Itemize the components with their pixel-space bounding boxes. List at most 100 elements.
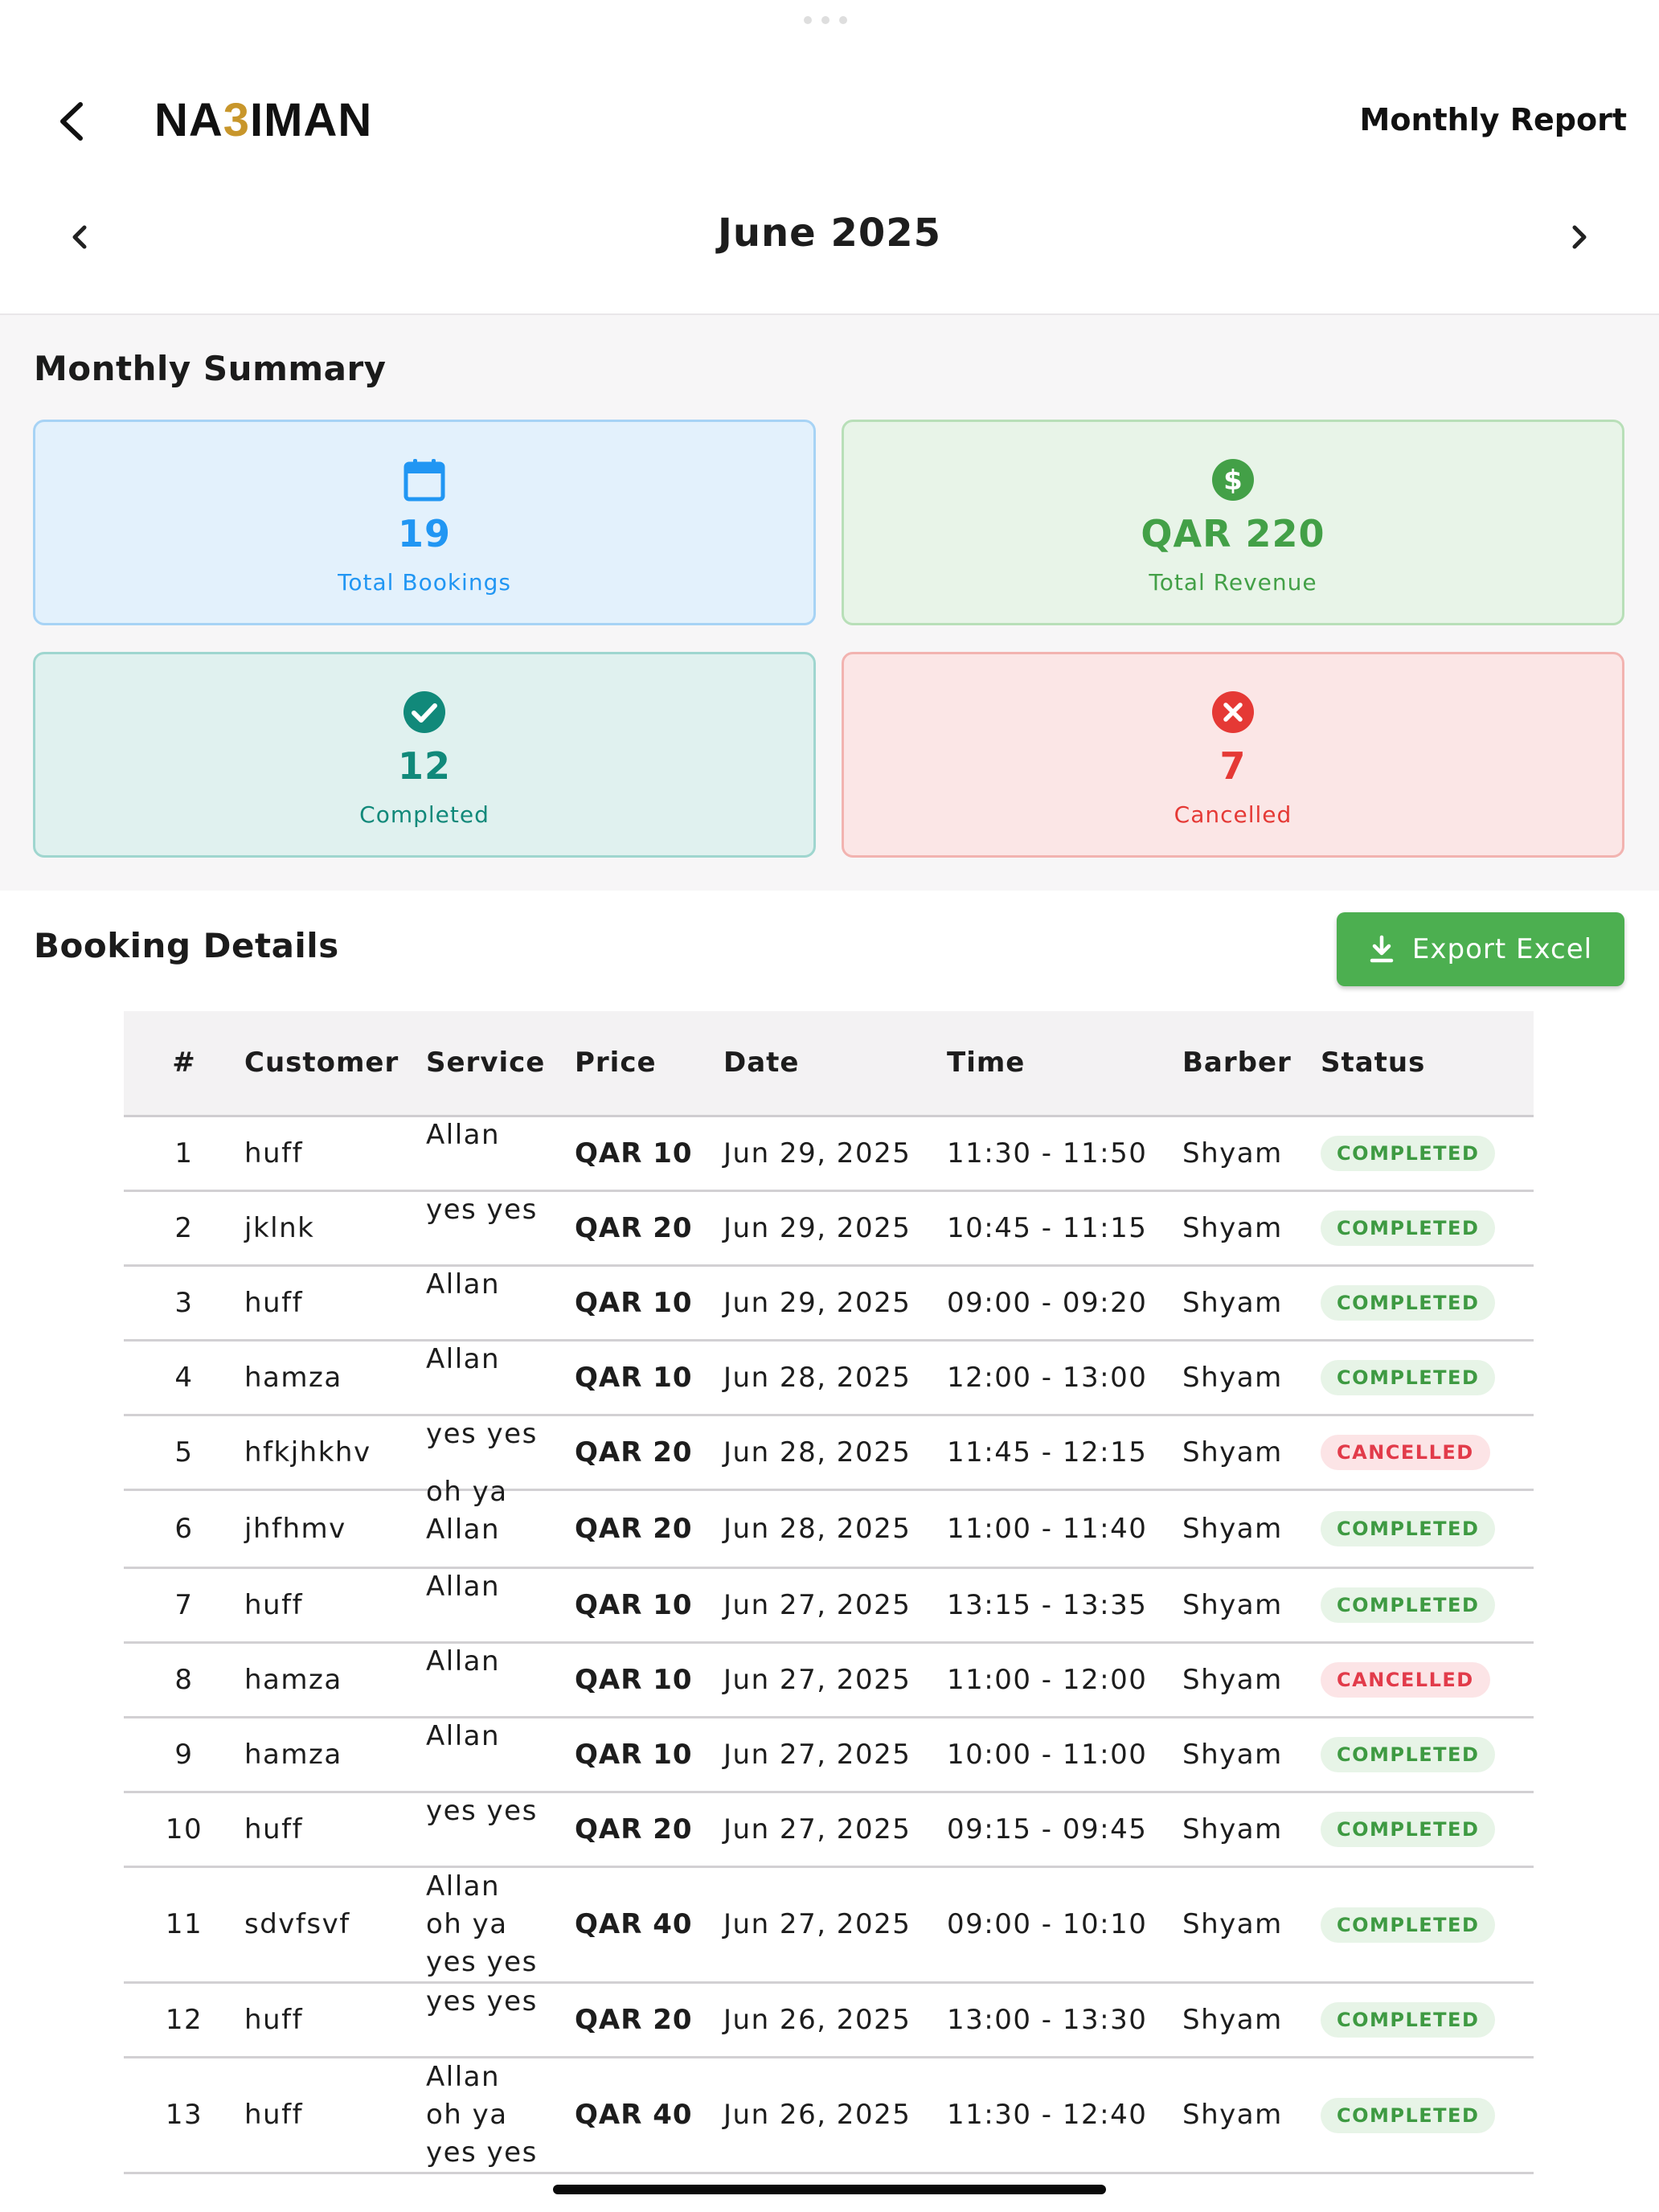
back-arrow-icon <box>60 102 83 141</box>
status-cell: COMPLETED <box>1321 1116 1534 1192</box>
service-name: yes yes <box>426 1985 538 2017</box>
table-header-row: # Customer Service Price Date Time Barbe… <box>124 1011 1534 1116</box>
column-header: # <box>172 1047 196 1079</box>
app-bar: NA3IMAN Monthly Report <box>0 80 1659 161</box>
service-name: Allan <box>426 1571 501 1603</box>
service-cell: oh ya Allan <box>426 1476 575 1569</box>
svg-text:$: $ <box>1223 465 1243 497</box>
status-badge: CANCELLED <box>1321 1435 1490 1470</box>
total-revenue-label: Total Revenue <box>1149 569 1317 596</box>
service-name: yes yes <box>426 2136 538 2169</box>
customer-cell: huff <box>244 1567 426 1644</box>
status-cell: COMPLETED <box>1321 1190 1534 1267</box>
row-number: 11 <box>124 1866 244 1984</box>
service-name: Allan <box>426 1343 501 1375</box>
barber-cell: Shyam <box>1182 1265 1321 1342</box>
month-label: June 2025 <box>717 211 942 256</box>
row-number: 5 <box>124 1415 244 1491</box>
dollar-circle-icon: $ <box>1212 459 1254 501</box>
date-cell: Jun 27, 2025 <box>723 1792 947 1868</box>
status-badge: COMPLETED <box>1321 1136 1496 1171</box>
multitask-dots[interactable] <box>804 16 847 24</box>
cancelled-card: 7 Cancelled <box>842 652 1624 858</box>
price-cell: QAR 40 <box>575 2057 723 2174</box>
service-cell: Allan <box>426 1265 575 1342</box>
price-cell: QAR 20 <box>575 1982 723 2058</box>
previous-month-button[interactable] <box>52 209 109 265</box>
row-number: 3 <box>124 1265 244 1342</box>
service-cell: Allan <box>426 1567 575 1644</box>
barber-cell: Shyam <box>1182 1567 1321 1644</box>
price-cell: QAR 10 <box>575 1340 723 1416</box>
table-row: 9 hamza Allan QAR 10 Jun 27, 2025 10:00 - 11:… <box>124 1717 1534 1793</box>
back-button[interactable] <box>44 93 100 150</box>
service-name: Allan <box>426 1119 501 1151</box>
price-cell: QAR 40 <box>575 1866 723 1984</box>
barber-cell: Shyam <box>1182 1642 1321 1718</box>
completed-label: Completed <box>359 801 490 828</box>
date-cell: Jun 28, 2025 <box>723 1340 947 1416</box>
bookings-table: # Customer Service Price Date Time Barbe… <box>124 1011 1534 2174</box>
row-number: 8 <box>124 1642 244 1718</box>
row-number: 10 <box>124 1792 244 1868</box>
table-row: 5 hfkjhkhv yes yes QAR 20 Jun 28, 2025 11:45 … <box>124 1415 1534 1491</box>
barber-cell: Shyam <box>1182 1717 1321 1793</box>
status-cell: COMPLETED <box>1321 1340 1534 1416</box>
status-badge: COMPLETED <box>1321 1907 1496 1943</box>
barber-cell: Shyam <box>1182 1190 1321 1267</box>
bookings-table-container[interactable]: # Customer Service Price Date Time Barbe… <box>124 1011 1534 2174</box>
time-cell: 09:15 - 09:45 <box>947 1792 1182 1868</box>
row-number: 2 <box>124 1190 244 1267</box>
customer-cell: hamza <box>244 1340 426 1416</box>
barber-cell: Shyam <box>1182 1982 1321 2058</box>
price-cell: QAR 10 <box>575 1642 723 1718</box>
completed-card: 12 Completed <box>33 652 816 858</box>
price-cell: QAR 20 <box>575 1792 723 1868</box>
status-cell: COMPLETED <box>1321 1567 1534 1644</box>
barber-cell: Shyam <box>1182 1116 1321 1192</box>
service-name: yes yes <box>426 1194 538 1226</box>
status-cell: COMPLETED <box>1321 1792 1534 1868</box>
barber-cell: Shyam <box>1182 1489 1321 1569</box>
service-name: Allan <box>426 1720 501 1752</box>
export-excel-button[interactable]: Export Excel <box>1337 912 1624 986</box>
service-cell: yes yes <box>426 1415 575 1491</box>
price-cell: QAR 10 <box>575 1116 723 1192</box>
chevron-left-icon <box>72 225 87 249</box>
date-cell: Jun 29, 2025 <box>723 1190 947 1267</box>
next-month-button[interactable] <box>1550 209 1607 265</box>
price-cell: QAR 20 <box>575 1489 723 1569</box>
completed-value: 12 <box>397 744 451 788</box>
status-cell: COMPLETED <box>1321 2057 1534 2174</box>
price-cell: QAR 10 <box>575 1717 723 1793</box>
column-header: Service <box>426 1047 546 1079</box>
total-revenue-value: QAR 220 <box>1141 512 1325 555</box>
time-cell: 11:00 - 12:00 <box>947 1642 1182 1718</box>
check-circle-icon <box>403 691 445 733</box>
table-row: 6 jhfhmv oh ya Allan QAR 20 Jun 28, 2025 11:00… <box>124 1476 1534 1569</box>
table-row: 2 jklnk yes yes QAR 20 Jun 29, 2025 10:45 - 1… <box>124 1190 1534 1267</box>
time-cell: 09:00 - 10:10 <box>947 1866 1182 1984</box>
service-name: yes yes <box>426 1945 538 1978</box>
table-row: 1 huff Allan QAR 10 Jun 29, 2025 11:30 - 11:5… <box>124 1116 1534 1192</box>
brand-logo: NA3IMAN <box>154 94 373 146</box>
row-number: 4 <box>124 1340 244 1416</box>
download-icon <box>1370 935 1394 963</box>
time-cell: 10:45 - 11:15 <box>947 1190 1182 1267</box>
price-cell: QAR 10 <box>575 1567 723 1644</box>
service-name: oh ya <box>426 1907 508 1940</box>
table-row: 10 huff yes yes QAR 20 Jun 27, 2025 09:15 - 0… <box>124 1792 1534 1868</box>
table-row: 12 huff yes yes QAR 20 Jun 26, 2025 13:00 - 1… <box>124 1982 1534 2058</box>
customer-cell: jhfhmv <box>244 1489 426 1569</box>
column-header: Customer <box>244 1047 399 1079</box>
table-row: 3 huff Allan QAR 10 Jun 29, 2025 09:00 - 09:2… <box>124 1265 1534 1342</box>
x-circle-icon <box>1212 691 1254 733</box>
service-name: Allan <box>426 1645 501 1677</box>
time-cell: 09:00 - 09:20 <box>947 1265 1182 1342</box>
barber-cell: Shyam <box>1182 1792 1321 1868</box>
column-header: Price <box>575 1047 657 1079</box>
date-cell: Jun 27, 2025 <box>723 1567 947 1644</box>
status-cell: COMPLETED <box>1321 1982 1534 2058</box>
date-cell: Jun 27, 2025 <box>723 1717 947 1793</box>
time-cell: 11:45 - 12:15 <box>947 1415 1182 1491</box>
